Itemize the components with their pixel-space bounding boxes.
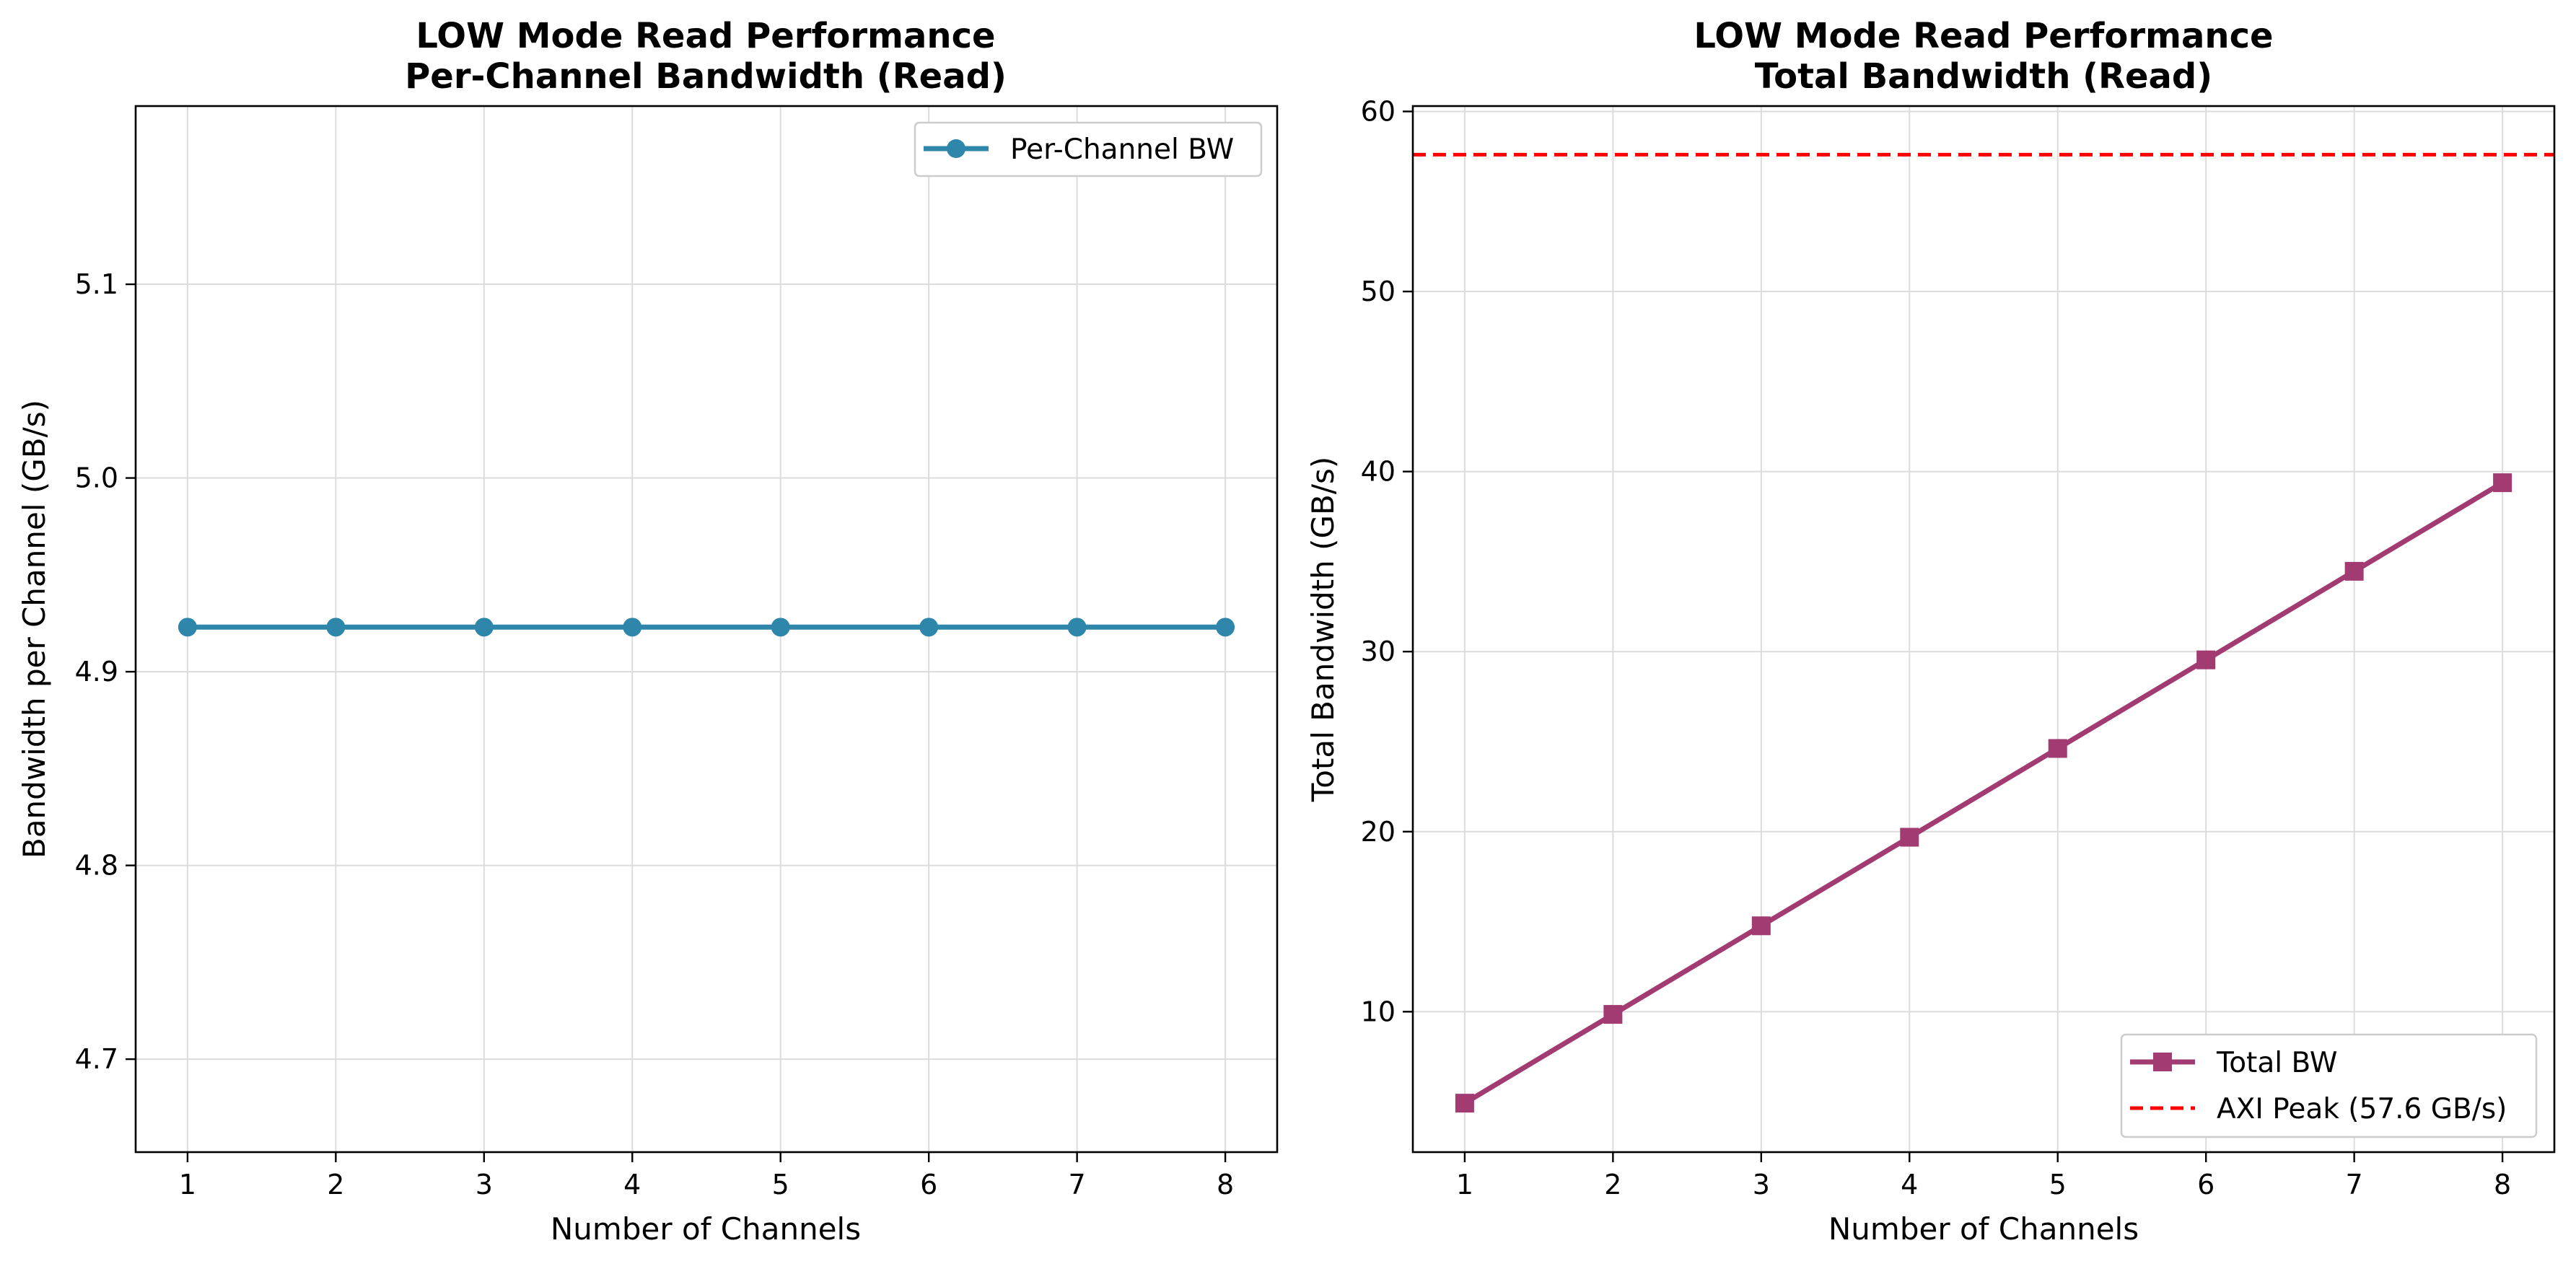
y-tick-label: 30	[1361, 636, 1396, 667]
y-tick-label: 50	[1361, 276, 1396, 307]
chart-title-line2: Per-Channel Bandwidth (Read)	[405, 56, 1007, 97]
x-axis-label: Number of Channels	[551, 1211, 861, 1247]
legend: Total BW AXI Peak (57.6 GB/s)	[2120, 1033, 2538, 1138]
legend-marker-swatch	[2153, 1053, 2172, 1071]
data-point	[2196, 650, 2216, 669]
axis-ticks: 1 2 3 4 5 6 7 8 4.7 4.8 4.9 5.0 5.1	[75, 268, 1235, 1200]
chart-title-line2: Total Bandwidth (Read)	[1755, 56, 2212, 97]
x-tick-label: 8	[1217, 1169, 1234, 1200]
data-point	[1216, 618, 1235, 637]
data-point	[178, 618, 197, 637]
y-tick-label: 20	[1361, 816, 1396, 848]
data-point	[919, 618, 939, 637]
x-tick-label: 3	[1753, 1169, 1770, 1200]
x-tick-label: 5	[772, 1169, 789, 1200]
y-tick-label: 4.9	[75, 656, 118, 688]
plot-frame	[134, 105, 1279, 1154]
axis-ticks: 1 2 3 4 5 6 7 8 10 20 30 40 50 60	[1361, 95, 2512, 1200]
x-tick-label: 7	[1069, 1169, 1086, 1200]
y-tick-label: 5.1	[75, 268, 118, 300]
data-point	[1900, 827, 1919, 847]
y-axis-label: Total Bandwidth (GB/s)	[1305, 457, 1341, 803]
x-tick-label: 3	[476, 1169, 493, 1200]
y-tick-label: 5.0	[75, 462, 118, 494]
x-tick-label: 4	[1901, 1169, 1918, 1200]
data-point	[2344, 561, 2364, 581]
y-tick-label: 40	[1361, 456, 1396, 488]
y-tick-label: 4.7	[75, 1043, 118, 1075]
y-tick-label: 4.8	[75, 850, 118, 882]
x-tick-label: 5	[2049, 1169, 2067, 1200]
y-tick-label: 10	[1361, 996, 1396, 1027]
legend-label-axi-peak: AXI Peak (57.6 GB/s)	[2217, 1093, 2507, 1125]
x-tick-label: 2	[327, 1169, 344, 1200]
data-point	[1455, 1094, 1474, 1113]
series	[1413, 152, 2554, 1113]
data-point	[474, 618, 494, 637]
x-tick-label: 1	[1456, 1169, 1473, 1200]
x-tick-label: 6	[2197, 1169, 2214, 1200]
data-point	[771, 618, 790, 637]
legend-label: Per-Channel BW	[1010, 133, 1234, 166]
legend-box	[914, 121, 1263, 177]
y-tick-label: 60	[1361, 95, 1396, 127]
grid	[1413, 106, 2554, 1152]
chart-title-line1: LOW Mode Read Performance	[416, 16, 995, 56]
x-tick-label: 7	[2346, 1169, 2363, 1200]
data-point	[326, 618, 346, 637]
chart-title-line1: LOW Mode Read Performance	[1694, 16, 2273, 56]
x-tick-label: 1	[179, 1169, 196, 1200]
y-axis-label: Bandwidth per Channel (GB/s)	[17, 400, 52, 859]
x-tick-label: 2	[1604, 1169, 1621, 1200]
data-point	[2493, 473, 2513, 493]
series	[178, 618, 1235, 637]
x-axis-label: Number of Channels	[1828, 1211, 2139, 1247]
data-point	[1067, 618, 1087, 637]
data-point	[1751, 916, 1771, 936]
x-tick-label: 6	[920, 1169, 937, 1200]
data-point	[623, 618, 642, 637]
plot-frame	[1411, 105, 2556, 1154]
legend: Per-Channel BW	[914, 121, 1263, 177]
legend-box	[2120, 1033, 2538, 1138]
series-line	[1463, 480, 2504, 1106]
legend-label-total: Total BW	[2216, 1047, 2337, 1079]
x-tick-label: 8	[2494, 1169, 2511, 1200]
data-point	[1603, 1005, 1623, 1024]
data-point	[2048, 739, 2067, 758]
per-channel-chart: LOW Mode Read Performance Per-Channel Ba…	[17, 16, 1279, 1247]
legend-marker-swatch	[947, 139, 965, 158]
total-bandwidth-chart: LOW Mode Read Performance Total Bandwidt…	[1305, 16, 2556, 1247]
x-tick-label: 4	[623, 1169, 641, 1200]
